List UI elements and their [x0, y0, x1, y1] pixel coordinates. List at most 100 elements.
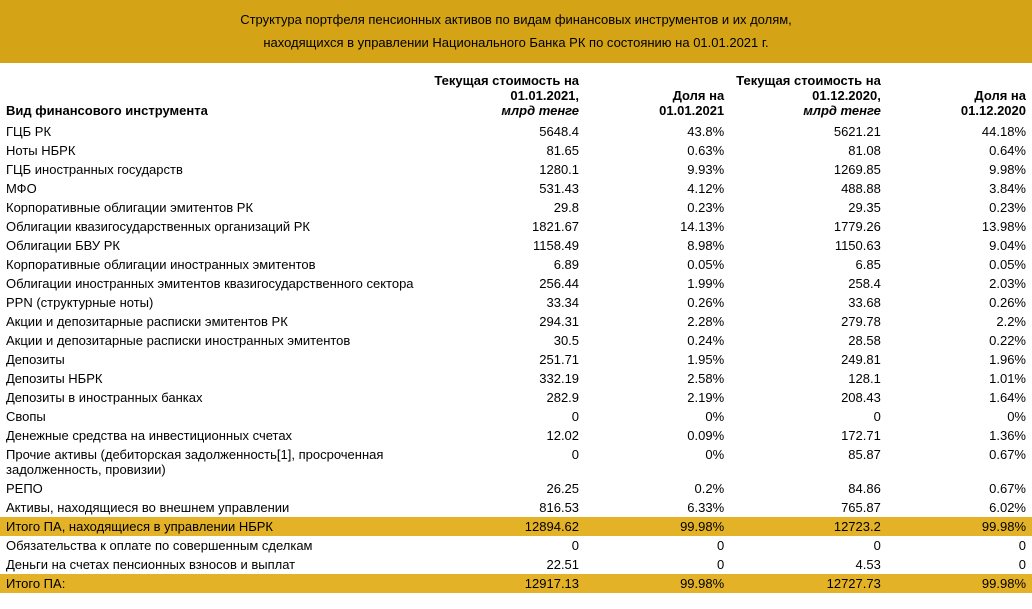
cell-value-2021: 5648.4: [428, 122, 585, 141]
cell-value-2020: 128.1: [730, 369, 887, 388]
cell-share-2021: 99.98%: [585, 517, 730, 536]
cell-share-2021: 0: [585, 555, 730, 574]
cell-share-2021: 2.19%: [585, 388, 730, 407]
table-row: Деньги на счетах пенсионных взносов и вы…: [0, 555, 1032, 574]
table-row: Акции и депозитарные расписки эмитентов …: [0, 312, 1032, 331]
cell-label: Депозиты в иностранных банках: [0, 388, 428, 407]
cell-share-2020: 6.02%: [887, 498, 1032, 517]
cell-share-2020: 0.26%: [887, 293, 1032, 312]
cell-share-2021: 14.13%: [585, 217, 730, 236]
cell-value-2020: 488.88: [730, 179, 887, 198]
cell-value-2020: 1150.63: [730, 236, 887, 255]
cell-share-2020: 0.64%: [887, 141, 1032, 160]
cell-share-2020: 3.84%: [887, 179, 1032, 198]
col-instrument: Вид финансового инструмента: [0, 69, 428, 122]
cell-value-2021: 33.34: [428, 293, 585, 312]
cell-value-2021: 256.44: [428, 274, 585, 293]
cell-share-2021: 8.98%: [585, 236, 730, 255]
cell-value-2020: 85.87: [730, 445, 887, 479]
cell-share-2020: 0: [887, 555, 1032, 574]
cell-value-2021: 12.02: [428, 426, 585, 445]
table-row: Депозиты в иностранных банках282.92.19%2…: [0, 388, 1032, 407]
cell-label: Итого ПА:: [0, 574, 428, 593]
col-current-value-2021: Текущая стоимость на 01.01.2021, млрд те…: [428, 69, 585, 122]
cell-label: Прочие активы (дебиторская задолженность…: [0, 445, 428, 479]
cell-share-2021: 1.95%: [585, 350, 730, 369]
cell-value-2020: 172.71: [730, 426, 887, 445]
cell-value-2021: 12917.13: [428, 574, 585, 593]
cell-share-2021: 43.8%: [585, 122, 730, 141]
table-row: Обязательства к оплате по совершенным сд…: [0, 536, 1032, 555]
cell-share-2020: 0.22%: [887, 331, 1032, 350]
cell-value-2020: 0: [730, 536, 887, 555]
cell-label: Депозиты НБРК: [0, 369, 428, 388]
cell-share-2020: 13.98%: [887, 217, 1032, 236]
cell-label: РЕПО: [0, 479, 428, 498]
table-row: Прочие активы (дебиторская задолженность…: [0, 445, 1032, 479]
cell-value-2020: 5621.21: [730, 122, 887, 141]
cell-share-2020: 2.03%: [887, 274, 1032, 293]
cell-label: Активы, находящиеся во внешнем управлени…: [0, 498, 428, 517]
cell-share-2020: 2.2%: [887, 312, 1032, 331]
title-band: Структура портфеля пенсионных активов по…: [0, 0, 1032, 63]
table-row: МФО531.434.12%488.883.84%: [0, 179, 1032, 198]
cell-value-2020: 279.78: [730, 312, 887, 331]
cell-value-2020: 0: [730, 407, 887, 426]
cell-value-2021: 30.5: [428, 331, 585, 350]
table-row: PPN (структурные ноты)33.340.26%33.680.2…: [0, 293, 1032, 312]
cell-value-2020: 208.43: [730, 388, 887, 407]
table-row: Активы, находящиеся во внешнем управлени…: [0, 498, 1032, 517]
cell-label: Акции и депозитарные расписки эмитентов …: [0, 312, 428, 331]
cell-value-2021: 26.25: [428, 479, 585, 498]
table-row: Итого ПА:12917.1399.98%12727.7399.98%: [0, 574, 1032, 593]
cell-share-2021: 0%: [585, 407, 730, 426]
cell-share-2021: 6.33%: [585, 498, 730, 517]
table-row: Депозиты251.711.95%249.811.96%: [0, 350, 1032, 369]
cell-value-2021: 282.9: [428, 388, 585, 407]
cell-value-2020: 249.81: [730, 350, 887, 369]
cell-share-2020: 1.01%: [887, 369, 1032, 388]
cell-value-2021: 0: [428, 407, 585, 426]
table-row: Облигации квазигосударственных организац…: [0, 217, 1032, 236]
col-current-value-2020: Текущая стоимость на 01.12.2020, млрд те…: [730, 69, 887, 122]
cell-value-2021: 6.89: [428, 255, 585, 274]
cell-share-2021: 0.2%: [585, 479, 730, 498]
cell-share-2020: 1.96%: [887, 350, 1032, 369]
table-row: Свопы00%00%: [0, 407, 1032, 426]
table-row: Облигации иностранных эмитентов квазигос…: [0, 274, 1032, 293]
cell-label: Обязательства к оплате по совершенным сд…: [0, 536, 428, 555]
cell-share-2020: 44.18%: [887, 122, 1032, 141]
cell-value-2020: 28.58: [730, 331, 887, 350]
cell-share-2020: 99.98%: [887, 574, 1032, 593]
cell-share-2020: 0: [887, 536, 1032, 555]
cell-share-2020: 0.23%: [887, 198, 1032, 217]
cell-share-2021: 0.26%: [585, 293, 730, 312]
cell-share-2021: 4.12%: [585, 179, 730, 198]
cell-label: Свопы: [0, 407, 428, 426]
cell-share-2021: 0.63%: [585, 141, 730, 160]
cell-share-2020: 0.05%: [887, 255, 1032, 274]
cell-label: Ноты НБРК: [0, 141, 428, 160]
cell-label: Деньги на счетах пенсионных взносов и вы…: [0, 555, 428, 574]
cell-value-2021: 1821.67: [428, 217, 585, 236]
cell-value-2021: 1280.1: [428, 160, 585, 179]
cell-value-2021: 294.31: [428, 312, 585, 331]
table-body: ГЦБ РК5648.443.8%5621.2144.18% Ноты НБРК 8…: [0, 122, 1032, 593]
cell-label: ГЦБ РК: [0, 122, 428, 141]
cell-label: Корпоративные облигации иностранных эмит…: [0, 255, 428, 274]
cell-label: Облигации квазигосударственных организац…: [0, 217, 428, 236]
cell-label: Денежные средства на инвестиционных счет…: [0, 426, 428, 445]
cell-value-2021: 0: [428, 445, 585, 479]
cell-share-2020: 1.64%: [887, 388, 1032, 407]
table-row: ГЦБ иностранных государств1280.19.93%126…: [0, 160, 1032, 179]
cell-share-2020: 9.98%: [887, 160, 1032, 179]
cell-label: Итого ПА, находящиеся в управлении НБРК: [0, 517, 428, 536]
cell-share-2021: 99.98%: [585, 574, 730, 593]
cell-label: Депозиты: [0, 350, 428, 369]
cell-share-2020: 0.67%: [887, 479, 1032, 498]
cell-value-2021: 1158.49: [428, 236, 585, 255]
cell-share-2021: 0: [585, 536, 730, 555]
cell-value-2021: 22.51: [428, 555, 585, 574]
cell-value-2020: 765.87: [730, 498, 887, 517]
table-row: Корпоративные облигации эмитентов РК29.8…: [0, 198, 1032, 217]
